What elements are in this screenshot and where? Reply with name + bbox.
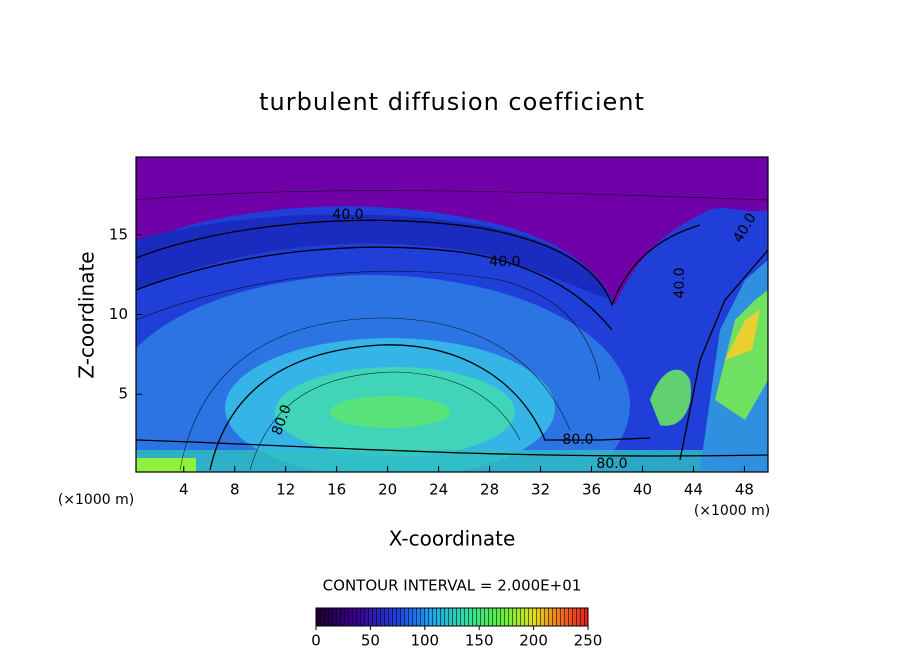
colorbar-tick-label: 0 (311, 632, 321, 650)
x-axis-label: X-coordinate (389, 527, 516, 551)
field (136, 157, 768, 472)
y-tick-label: 15 (109, 225, 128, 243)
contour-label: 80.0 (562, 432, 593, 448)
y-tick-label: 10 (109, 305, 128, 323)
x-tick-label: 36 (582, 481, 601, 499)
chart-title: turbulent diffusion coefficient (259, 88, 645, 116)
colorbar-frame (315, 607, 589, 627)
contour-label: 40.0 (332, 207, 363, 223)
x-tick-label: 40 (633, 481, 652, 499)
y-tick-label: 5 (118, 385, 128, 403)
colorbar-tick-label: 50 (361, 632, 380, 650)
colorbar-tick-label: 200 (519, 632, 548, 650)
colorbar-tick-label: 100 (410, 632, 439, 650)
x-tick-label: 16 (327, 481, 346, 499)
y-unit-label: (×1000 m) (58, 492, 134, 508)
x-unit-label: (×1000 m) (694, 503, 770, 519)
x-tick-label: 24 (429, 481, 448, 499)
x-tick-label: 44 (684, 481, 703, 499)
x-tick-label: 8 (230, 481, 240, 499)
y-axis-label: Z-coordinate (75, 251, 99, 378)
x-tick-label: 48 (735, 481, 754, 499)
x-tick-label: 4 (179, 481, 189, 499)
contour-label: 80.0 (596, 456, 627, 472)
x-tick-label: 32 (531, 481, 550, 499)
x-tick-label: 12 (276, 481, 295, 499)
contour-label: 40.0 (489, 254, 520, 270)
colorbar-tick-label: 250 (574, 632, 603, 650)
colorbar-tick-label: 150 (465, 632, 494, 650)
x-tick-label: 28 (480, 481, 499, 499)
contour-interval: CONTOUR INTERVAL = 2.000E+01 (323, 577, 582, 595)
contour-label: 40.0 (672, 267, 688, 298)
x-tick-label: 20 (378, 481, 397, 499)
